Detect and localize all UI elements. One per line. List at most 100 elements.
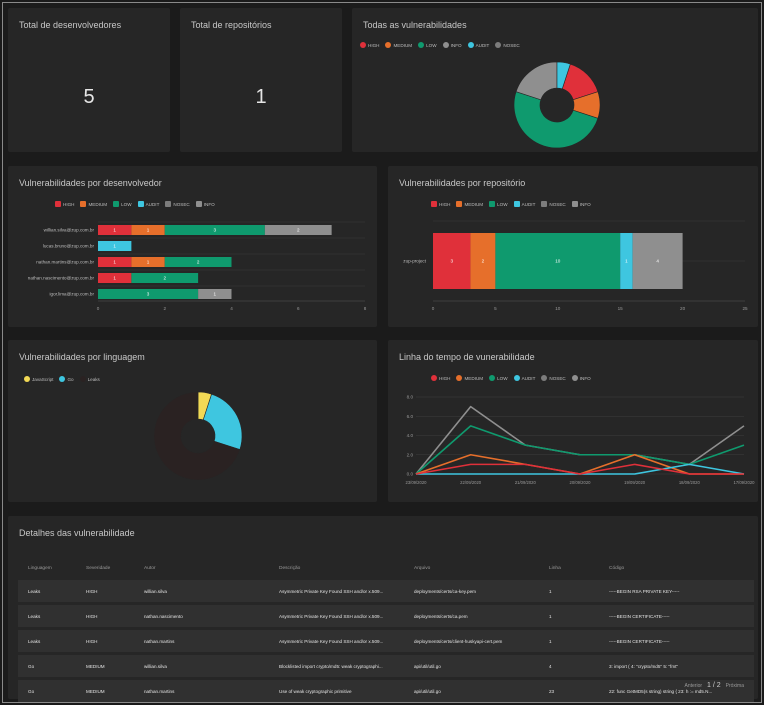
legend-item[interactable]: INFO	[442, 42, 462, 48]
legend-item[interactable]: NOSEC	[541, 375, 566, 381]
legend-swatch	[431, 201, 437, 207]
legend-item[interactable]: MEDIUM	[385, 42, 412, 48]
table-cell: willian.silva	[134, 655, 269, 677]
panel-title: Vulnerabilidades por linguagem	[19, 352, 145, 362]
panel-title: Linha do tempo de vunerabilidade	[399, 352, 535, 362]
all-vulnerabilities-donut	[513, 61, 601, 149]
legend-item[interactable]: AUDIT	[137, 201, 159, 207]
legend-item[interactable]: INFO	[195, 201, 215, 207]
legend-item[interactable]: MEDIUM	[456, 201, 483, 207]
legend-label: INFO	[203, 201, 215, 207]
column-header[interactable]: Arquivo	[414, 565, 431, 571]
legend: HIGH MEDIUM LOW AUDIT NOSEC INFO	[55, 201, 215, 207]
legend-swatch	[495, 42, 502, 48]
legend-item[interactable]: NOSEC	[495, 42, 520, 48]
x-tick-label: 20	[680, 306, 686, 311]
table-cell: 1	[539, 605, 599, 627]
y-tick-label: 0.0	[407, 472, 414, 477]
table-cell: Go	[18, 655, 76, 677]
legend-item[interactable]: HIGH	[431, 201, 450, 207]
pagination: Anterior 1 / 2 Próxima	[685, 682, 744, 689]
table-row[interactable]: Leaks HIGH willian.silva Asymmetric Private…	[18, 580, 754, 602]
legend-item[interactable]: AUDIT	[513, 375, 535, 381]
legend-item[interactable]: Go	[59, 376, 74, 382]
table-row[interactable]: Leaks HIGH nathan.martins Asymmetric Privat…	[18, 630, 754, 652]
legend-label: MEDIUM	[464, 375, 484, 381]
column-header[interactable]: Código	[609, 565, 625, 571]
table-cell: -----BEGIN CERTIFICATE-----	[599, 605, 754, 627]
legend-item[interactable]: JavaScript	[24, 376, 53, 382]
by-developer-chart: 0 2 4 6 8 willian.silva@zup.com.br 1 1 3 2 lucas.b…	[28, 221, 367, 311]
category-label: nathan.nascimento@zup.com.br	[28, 276, 95, 281]
legend-swatch	[360, 42, 366, 48]
panel-title: Vulnerabilidades por repositório	[399, 178, 526, 188]
total-developers-panel: Total de desenvolvedores 5	[8, 8, 170, 152]
table-cell: Blocklisted import crypto/md5: weak cryp…	[269, 655, 404, 677]
series-line-low	[415, 425, 745, 475]
legend-swatch	[80, 201, 87, 207]
panel-title: Todas as vulnerabilidades	[363, 20, 467, 30]
legend-item[interactable]: MEDIUM	[456, 375, 483, 381]
legend-swatch	[513, 375, 520, 381]
legend-item[interactable]: LOW	[418, 42, 437, 48]
legend-item[interactable]: Leaks	[79, 376, 100, 382]
bar-segment-medium	[131, 257, 165, 267]
legend-item[interactable]: LOW	[489, 201, 508, 207]
x-tick-label: 10	[555, 306, 561, 311]
legend-item[interactable]: NOSEC	[165, 201, 190, 207]
column-header[interactable]: Linguagem	[28, 565, 52, 571]
all-vulnerabilities-panel: Todas as vulnerabilidades HIGH MEDIUM LOW I…	[352, 8, 758, 152]
bar-segment-medium	[470, 233, 496, 289]
legend-swatch	[541, 201, 548, 207]
table-cell: MEDIUM	[76, 655, 134, 677]
legend: HIGH MEDIUM LOW INFO AUDIT NOSEC	[360, 42, 520, 48]
column-header[interactable]: Autor	[144, 565, 156, 571]
table-cell: 3: import ( 4: "crypto/md5" 5: "fmt"	[599, 655, 754, 677]
legend-label: LOW	[497, 375, 508, 381]
column-header[interactable]: Descrição	[279, 565, 301, 571]
table-cell: 1	[539, 580, 599, 602]
data-label: 1	[147, 260, 150, 265]
table-row[interactable]: Go MEDIUM willian.silva Blocklisted import …	[18, 655, 754, 677]
legend-item[interactable]: INFO	[571, 201, 591, 207]
table-row[interactable]: Go MEDIUM nathan.martins Use of weak crypto…	[18, 680, 754, 702]
table-cell: nathan.nascimento	[134, 605, 269, 627]
details-panel: Detalhes das vulnerabilidade Linguagem Se…	[8, 516, 758, 702]
legend-item[interactable]: HIGH	[55, 201, 74, 207]
table-row[interactable]: Leaks HIGH nathan.nascimento Asymmetric Pri…	[18, 605, 754, 627]
table-cell: 23	[539, 680, 599, 702]
pie-slice-low	[513, 91, 599, 149]
legend-item[interactable]: AUDIT	[467, 42, 489, 48]
data-label: 1	[113, 244, 116, 249]
legend-label: MEDIUM	[464, 201, 484, 207]
legend-label: INFO	[579, 375, 591, 381]
data-label: 1	[625, 259, 628, 264]
y-tick-label: 2.0	[407, 452, 414, 457]
x-tick-label: 25	[742, 306, 748, 311]
legend-item[interactable]: AUDIT	[513, 201, 535, 207]
legend-item[interactable]: LOW	[489, 375, 508, 381]
table-cell: nathan.martins	[134, 680, 269, 702]
pager-next-button[interactable]: Próxima	[725, 682, 744, 689]
bar-segment-info	[198, 289, 232, 299]
column-header[interactable]: Linha	[549, 565, 561, 571]
legend-item[interactable]: MEDIUM	[80, 201, 107, 207]
legend-item[interactable]: NOSEC	[541, 201, 566, 207]
pager-prev-button[interactable]: Anterior	[684, 682, 703, 689]
legend-swatch	[489, 201, 496, 207]
panel-title: Total de desenvolvedores	[19, 20, 122, 30]
table-cell: Leaks	[18, 580, 76, 602]
table-cell: api/util/util.go	[404, 680, 539, 702]
legend-label: HIGH	[63, 201, 75, 207]
legend-item[interactable]: LOW	[113, 201, 132, 207]
legend: HIGH MEDIUM LOW AUDIT NOSEC INFO	[431, 201, 591, 207]
column-header[interactable]: Severidade	[86, 565, 111, 571]
legend-label: Go	[67, 376, 74, 382]
y-tick-label: 4.0	[407, 433, 414, 438]
legend-item[interactable]: HIGH	[431, 375, 450, 381]
legend-item[interactable]: HIGH	[360, 42, 379, 48]
legend-label: MEDIUM	[393, 42, 413, 48]
legend-item[interactable]: INFO	[571, 375, 591, 381]
legend-swatch	[513, 201, 520, 207]
legend-swatch	[456, 375, 463, 381]
